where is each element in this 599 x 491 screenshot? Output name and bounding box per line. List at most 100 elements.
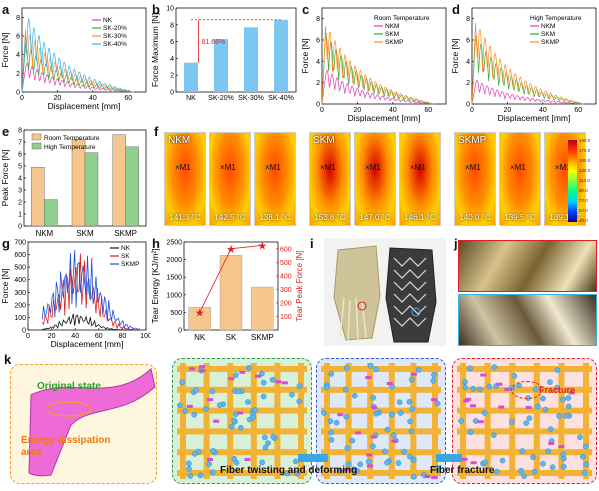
mesh-particle bbox=[245, 399, 251, 405]
b-bar bbox=[184, 62, 198, 92]
g-y-tick-label: 400 bbox=[14, 277, 26, 284]
mesh-pink-segment bbox=[470, 404, 477, 408]
mesh-particle bbox=[396, 399, 403, 405]
mesh-pink-segment bbox=[199, 365, 206, 369]
mesh-horizontal-fiber bbox=[321, 386, 441, 393]
mesh-horizontal-fiber bbox=[177, 449, 307, 456]
g-series-line bbox=[42, 313, 140, 331]
c-x-tick-label: 20 bbox=[354, 107, 362, 114]
mesh-pink-segment bbox=[463, 399, 470, 403]
c-y-tick-label: 8 bbox=[316, 16, 320, 23]
mesh-particle bbox=[210, 448, 216, 454]
a-x-tick-label: 40 bbox=[89, 95, 97, 102]
mesh-pink-segment bbox=[480, 373, 487, 377]
thermal-scale-labels: 190.0 170.0 150.0 130.0 110.0 90.0 70.0 50.0 30.… bbox=[579, 138, 599, 224]
b-y-tick-label: 2 bbox=[170, 73, 174, 80]
panel-label-j: j bbox=[454, 236, 458, 251]
thermal-scale-label: 90.0 bbox=[579, 188, 588, 193]
h-y-tick-label: 0 bbox=[178, 328, 182, 335]
h-peak-force-marker: ★ bbox=[195, 307, 205, 319]
e-y-tick-label: 3 bbox=[18, 188, 22, 195]
mesh-particle bbox=[237, 425, 244, 431]
thermal-sample-name: SKM bbox=[313, 135, 335, 146]
e-bar bbox=[44, 199, 58, 227]
e-y-tick-label: 7 bbox=[18, 140, 22, 147]
b-y-tick-label: 4 bbox=[170, 56, 174, 63]
mesh-particle bbox=[547, 379, 553, 385]
mesh-particle bbox=[357, 461, 363, 468]
mesh-particle bbox=[526, 415, 533, 422]
mesh-particle bbox=[395, 460, 402, 466]
g-x-tick-label: 100 bbox=[140, 333, 150, 340]
mesh-particle bbox=[206, 461, 212, 467]
d-legend-label: SKM bbox=[541, 31, 555, 38]
thermal-temperature: 153.8 °C bbox=[314, 213, 346, 222]
thermal-scale-label: 190.0 bbox=[579, 138, 591, 143]
e-category-label: SKMP bbox=[114, 229, 137, 238]
mesh-pink-segment bbox=[568, 391, 575, 395]
mesh-vertical-fiber bbox=[203, 363, 210, 479]
mesh-particle bbox=[373, 411, 380, 417]
c-series-line bbox=[321, 26, 434, 105]
mesh-pink-segment bbox=[207, 458, 214, 462]
mesh-particle bbox=[549, 464, 556, 471]
mesh-pink-segment bbox=[188, 367, 195, 371]
mesh-pink-segment bbox=[424, 475, 431, 479]
e-y-tick-label: 2 bbox=[18, 200, 22, 207]
mesh-pink-segment bbox=[370, 435, 377, 439]
d-y-tick-label: 0 bbox=[466, 102, 470, 109]
mesh-particle bbox=[491, 432, 497, 438]
mesh-vertical-fiber bbox=[274, 363, 281, 479]
c-y-tick-label: 4 bbox=[316, 59, 320, 66]
mesh-particle bbox=[193, 387, 199, 393]
original-state-label: Original state bbox=[37, 381, 101, 392]
a-x-axis-label: Displacement [mm] bbox=[48, 101, 121, 111]
thermal-scale-label: 70.0 bbox=[579, 198, 588, 203]
c-x-tick-label: 40 bbox=[389, 107, 397, 114]
panel-h: h 0 500 1000 1500 2000 2500 Tear Energy [KJ/m²… bbox=[150, 234, 308, 352]
mesh-particle bbox=[397, 410, 404, 416]
g-x-tick-label: 60 bbox=[95, 333, 103, 340]
mesh-vertical-fiber bbox=[432, 363, 438, 479]
d-x-tick-label: 0 bbox=[470, 107, 474, 114]
a-y-tick-label: 4 bbox=[16, 52, 20, 59]
mesh-particle bbox=[186, 460, 192, 467]
a-y-tick-label: 8 bbox=[16, 15, 20, 22]
mesh-pink-segment bbox=[275, 380, 282, 384]
mesh-particle bbox=[284, 470, 290, 477]
fabric-sheet-illustration bbox=[28, 368, 156, 477]
g-y-tick-label: 600 bbox=[14, 252, 26, 259]
h-bar bbox=[219, 255, 243, 331]
chart-g: 0 20 40 60 80 100 0 100 200 300 400 500 600 700 Displa… bbox=[0, 240, 152, 350]
panel-label-k: k bbox=[4, 352, 12, 367]
mesh-particle bbox=[431, 371, 437, 378]
mesh-pink-segment bbox=[228, 377, 235, 381]
mesh-particle bbox=[289, 391, 295, 398]
thermal-scale-label: 50.0 bbox=[579, 208, 588, 213]
mesh-particle bbox=[458, 418, 464, 424]
mesh-vertical-fiber bbox=[227, 363, 234, 479]
mesh-pink-segment bbox=[465, 397, 472, 401]
mesh-particle bbox=[560, 396, 566, 403]
mesh-particle bbox=[467, 365, 473, 372]
mesh-particle bbox=[407, 418, 413, 425]
a-series-line bbox=[21, 43, 134, 93]
a-y-tick-label: 2 bbox=[16, 71, 20, 78]
thermal-marker: ×M1 bbox=[265, 163, 281, 172]
thermal-temperature: 146.1 °C bbox=[404, 213, 436, 222]
mesh-particle bbox=[531, 468, 538, 475]
g-legend-label: SKMP bbox=[121, 261, 139, 268]
d-y-axis-label: Force [N] bbox=[450, 39, 460, 74]
thermal-temperature: 138.1 °C bbox=[259, 213, 291, 222]
e-y-tick-label: 1 bbox=[18, 212, 22, 219]
mesh-particle bbox=[565, 395, 572, 401]
g-y-tick-label: 0 bbox=[22, 328, 26, 335]
mesh-particle bbox=[232, 372, 239, 378]
mesh-particle bbox=[409, 376, 415, 383]
mesh-particle bbox=[373, 366, 379, 373]
mesh-particle bbox=[415, 367, 422, 373]
mesh-pink-segment bbox=[239, 370, 246, 374]
e-y-axis-label: Peak Force [N] bbox=[0, 150, 10, 207]
mesh-particle bbox=[430, 377, 436, 384]
mesh-particle bbox=[535, 403, 541, 410]
